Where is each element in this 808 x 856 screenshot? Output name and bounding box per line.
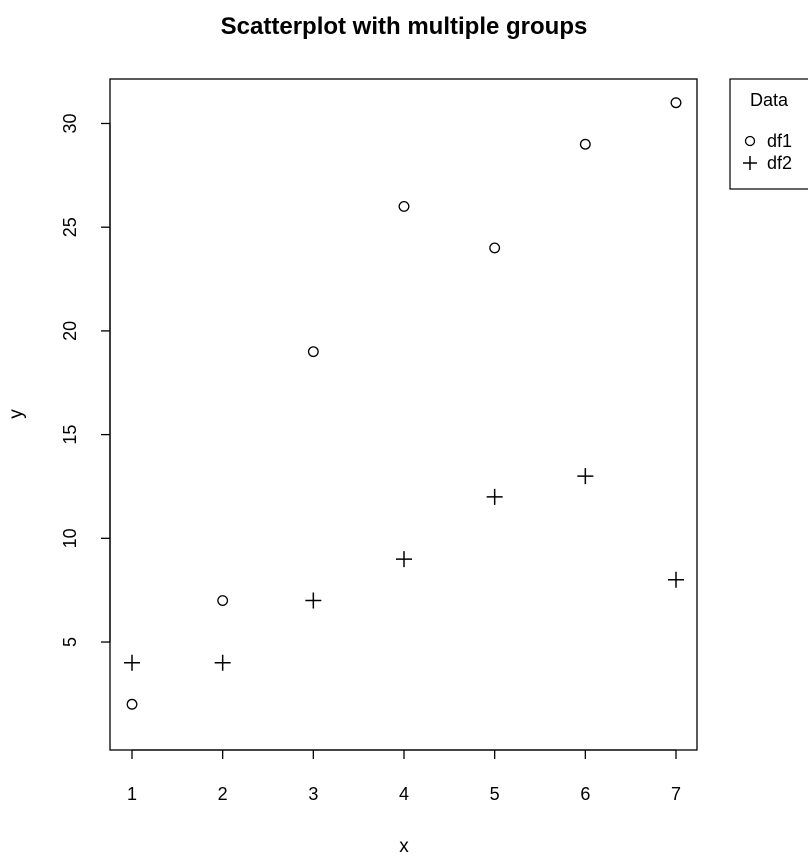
point-df1 bbox=[126, 698, 138, 710]
point-df2 bbox=[668, 571, 684, 588]
x-tick-label: 6 bbox=[580, 784, 590, 804]
y-axis: 5 10 15 20 25 30 bbox=[60, 113, 111, 647]
legend-entry-df1: df1 bbox=[767, 131, 792, 151]
point-df1 bbox=[670, 97, 682, 109]
legend-entry-df2: df2 bbox=[767, 153, 792, 173]
x-axis-label: x bbox=[399, 836, 409, 856]
point-df1 bbox=[398, 201, 410, 212]
point-df1 bbox=[579, 138, 591, 150]
point-df2 bbox=[214, 654, 231, 671]
point-df2 bbox=[305, 592, 322, 609]
point-df2 bbox=[486, 488, 503, 505]
x-axis: 1 2 3 4 5 6 7 bbox=[127, 749, 681, 804]
y-tick-label: 20 bbox=[60, 321, 80, 341]
x-tick-label: 7 bbox=[671, 784, 681, 804]
y-tick-label: 5 bbox=[60, 637, 80, 647]
data-points bbox=[124, 97, 684, 710]
point-df2 bbox=[124, 654, 140, 671]
legend-marker-df2 bbox=[743, 156, 757, 170]
y-tick-label: 10 bbox=[60, 528, 80, 548]
x-tick-label: 3 bbox=[308, 784, 318, 804]
y-axis-label: y bbox=[6, 409, 27, 419]
legend-title: Data bbox=[750, 90, 789, 110]
point-df1 bbox=[307, 346, 319, 358]
point-df2 bbox=[577, 468, 594, 485]
chart-title: Scatterplot with multiple groups bbox=[221, 13, 588, 40]
legend-marker-df1 bbox=[744, 135, 756, 147]
y-tick-label: 25 bbox=[60, 217, 80, 237]
legend-box bbox=[729, 78, 808, 190]
x-tick-label: 1 bbox=[127, 784, 137, 804]
y-tick-label: 15 bbox=[60, 425, 80, 445]
point-df1 bbox=[489, 242, 501, 254]
y-tick-label: 30 bbox=[60, 113, 80, 133]
legend: Data df1 df2 bbox=[729, 78, 808, 190]
x-tick-label: 2 bbox=[218, 784, 228, 804]
point-df2 bbox=[396, 551, 412, 568]
point-df1 bbox=[217, 595, 229, 606]
x-tick-label: 4 bbox=[399, 784, 409, 804]
plot-frame bbox=[109, 78, 698, 751]
x-tick-label: 5 bbox=[490, 784, 500, 804]
